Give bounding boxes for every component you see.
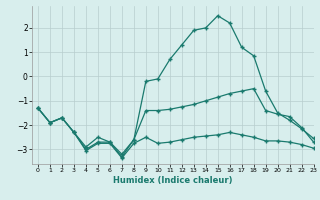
X-axis label: Humidex (Indice chaleur): Humidex (Indice chaleur) — [113, 176, 233, 185]
